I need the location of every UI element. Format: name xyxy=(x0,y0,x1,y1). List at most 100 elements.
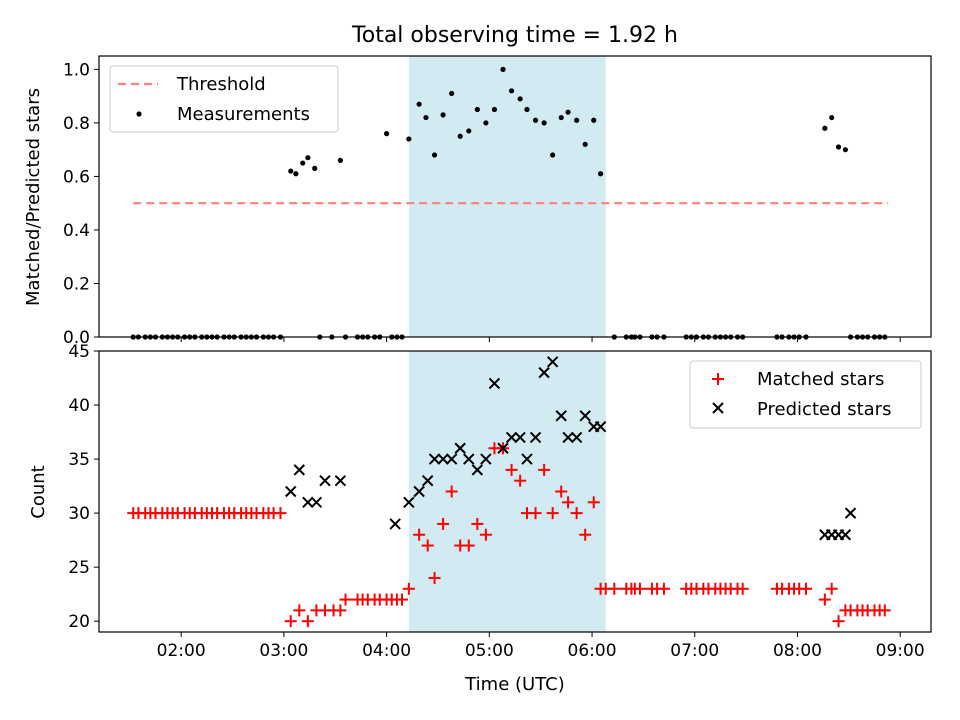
predicted-star-point xyxy=(562,431,574,444)
predicted-marker-b xyxy=(555,410,567,422)
predicted-marker-b xyxy=(334,474,347,487)
legend-measurements-label: Measurements xyxy=(177,104,310,125)
predicted-star-point xyxy=(310,496,323,509)
predicted-marker-b xyxy=(579,410,591,422)
legend-predicted-swatch xyxy=(712,402,724,414)
predicted-star-point xyxy=(546,356,559,368)
matched-star-point xyxy=(505,463,518,476)
predicted-star-point xyxy=(579,410,591,422)
measurement-point xyxy=(457,133,463,139)
predicted-marker-b xyxy=(403,496,415,509)
predicted-star-point xyxy=(844,507,857,519)
top-legend: Threshold Measurements xyxy=(109,65,339,133)
matched-star-point xyxy=(555,485,568,498)
predicted-marker-b xyxy=(285,485,297,498)
predicted-marker-b xyxy=(538,366,550,379)
predicted-marker-b xyxy=(437,453,449,465)
bottom-data-layer xyxy=(127,356,891,628)
predicted-star-point xyxy=(497,442,509,454)
matched-star-point xyxy=(608,582,621,595)
top-x-axis-ticks xyxy=(180,337,901,342)
predicted-star-point xyxy=(285,485,297,498)
predicted-star-point xyxy=(570,431,583,444)
predicted-marker-b xyxy=(428,453,441,465)
measurement-point xyxy=(474,106,480,113)
bottom-x-tick-label: 08:00 xyxy=(773,641,822,661)
predicted-star-point xyxy=(538,366,550,379)
matched-star-point xyxy=(538,463,551,476)
predicted-marker-b xyxy=(562,431,574,444)
measurement-point xyxy=(449,90,455,97)
predicted-marker-b xyxy=(546,356,559,368)
bottom-y-tick-label: 40 xyxy=(68,396,90,416)
measurement-point xyxy=(300,160,306,166)
predicted-marker-b xyxy=(310,496,323,509)
measurement-point xyxy=(508,88,515,94)
predicted-star-point xyxy=(428,453,441,465)
matched-star-point xyxy=(396,593,409,606)
predicted-star-point xyxy=(529,431,542,444)
legend-matched-label: Matched stars xyxy=(757,369,884,390)
bottom-y-tick-label: 25 xyxy=(68,558,90,578)
bottom-x-tick-label: 05:00 xyxy=(465,641,514,661)
matched-star-point xyxy=(832,615,845,628)
matched-star-point xyxy=(413,528,426,541)
measurement-point xyxy=(305,155,311,161)
predicted-marker-b xyxy=(471,464,484,476)
bottom-y-tick-label: 20 xyxy=(68,612,90,632)
predicted-marker-b xyxy=(839,529,852,541)
measurement-point xyxy=(541,120,547,126)
bottom-x-axis: 02:00 03:00 04:00 05:00 06:00 07:00 08:00 09:00 xyxy=(157,632,925,661)
matched-star-point xyxy=(562,496,575,509)
bottom-shaded-region xyxy=(408,351,606,632)
predicted-star-point xyxy=(334,474,347,487)
matched-star-point xyxy=(445,485,458,498)
measurement-point xyxy=(524,106,530,113)
predicted-star-point xyxy=(521,453,533,465)
predicted-star-point xyxy=(413,485,425,498)
matched-star-point xyxy=(736,582,749,595)
measurement-point xyxy=(431,152,438,158)
predicted-marker-b xyxy=(445,453,458,465)
bottom-y-tick-label: 45 xyxy=(68,342,90,362)
predicted-star-point xyxy=(463,453,475,465)
matched-star-point xyxy=(462,539,475,552)
predicted-star-point xyxy=(421,474,434,487)
predicted-star-point xyxy=(555,410,567,422)
predicted-star-point xyxy=(389,518,401,530)
measurement-point xyxy=(517,96,523,102)
measurement-point xyxy=(550,152,556,158)
predicted-star-point xyxy=(319,474,331,487)
predicted-star-point xyxy=(403,496,415,509)
matched-star-point xyxy=(570,507,583,520)
matched-star-point xyxy=(633,582,646,595)
legend-measurements-swatch xyxy=(136,111,142,117)
predicted-marker-b xyxy=(302,496,314,509)
measurement-point xyxy=(582,141,588,147)
matched-star-point xyxy=(825,582,838,595)
measurement-point xyxy=(835,144,842,150)
matched-star-point xyxy=(293,604,306,617)
matched-star-point xyxy=(428,571,441,584)
predicted-marker-b xyxy=(293,464,306,476)
measurement-point xyxy=(574,117,580,123)
predicted-marker-b xyxy=(529,431,542,444)
matched-star-point xyxy=(437,517,450,530)
predicted-marker-b xyxy=(844,507,857,519)
matched-star-point xyxy=(657,582,670,595)
measurement-point xyxy=(384,131,390,137)
predicted-star-point xyxy=(594,420,607,433)
matched-star-point xyxy=(579,528,592,541)
top-y-tick-label: 0.0 xyxy=(63,328,90,348)
measurement-point xyxy=(842,147,849,153)
matched-star-point xyxy=(514,474,527,487)
predicted-star-point xyxy=(454,442,466,454)
bottom-plot-frame xyxy=(98,350,932,633)
measurement-point xyxy=(466,128,472,134)
measurement-point xyxy=(423,114,429,121)
matched-star-point xyxy=(587,496,600,509)
top-y-tick-label: 1.0 xyxy=(63,60,90,80)
predicted-marker-b xyxy=(413,485,425,498)
measurement-point xyxy=(293,171,299,177)
